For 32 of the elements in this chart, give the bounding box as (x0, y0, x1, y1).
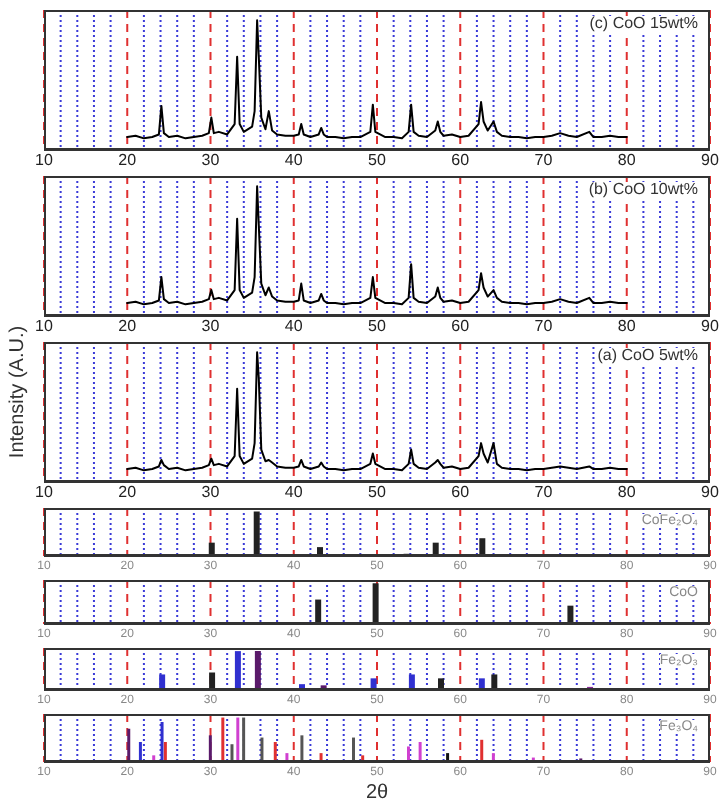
x-tick-label: 10 (35, 317, 54, 336)
x-tick-label: 10 (35, 151, 54, 170)
x-tick-label: 90 (701, 483, 720, 502)
x-tick-label: 60 (451, 483, 471, 502)
x-tick-label: 90 (701, 317, 720, 336)
x-tick-label: 80 (617, 317, 637, 336)
x-tick-label: 40 (284, 151, 304, 170)
x-tick-label: 90 (701, 151, 720, 170)
x-tick-label: 70 (534, 317, 554, 336)
x-tick-label: 70 (534, 151, 554, 170)
x-tick-label: 80 (617, 151, 637, 170)
x-tick-label: 20 (118, 483, 138, 502)
x-tick-label: 30 (201, 483, 221, 502)
x-tick-label: 50 (368, 483, 387, 502)
y-axis-title: Intensity (A.U.) (7, 325, 29, 459)
x-tick-label: 40 (284, 483, 304, 502)
annotation: (b) CoO 10wt% (588, 180, 698, 198)
x-tick-label: 10 (35, 483, 54, 502)
x-tick-label: 40 (284, 317, 304, 336)
x-tick-label: 50 (368, 151, 387, 170)
annotation: (a) CoO 5wt% (597, 346, 698, 364)
x-tick-label: 20 (118, 151, 138, 170)
x-tick-label: 50 (368, 317, 387, 336)
x-tick-label: 80 (617, 483, 637, 502)
x-tick-label: 70 (534, 483, 554, 502)
annotation: (c) CoO 15wt% (589, 14, 698, 32)
x-axis-title: 2θ (363, 782, 391, 804)
x-tick-label: 30 (201, 317, 221, 336)
x-tick-label: 60 (451, 151, 471, 170)
x-tick-label: 60 (451, 317, 471, 336)
x-tick-label: 20 (118, 317, 138, 336)
x-tick-label: 30 (201, 151, 221, 170)
